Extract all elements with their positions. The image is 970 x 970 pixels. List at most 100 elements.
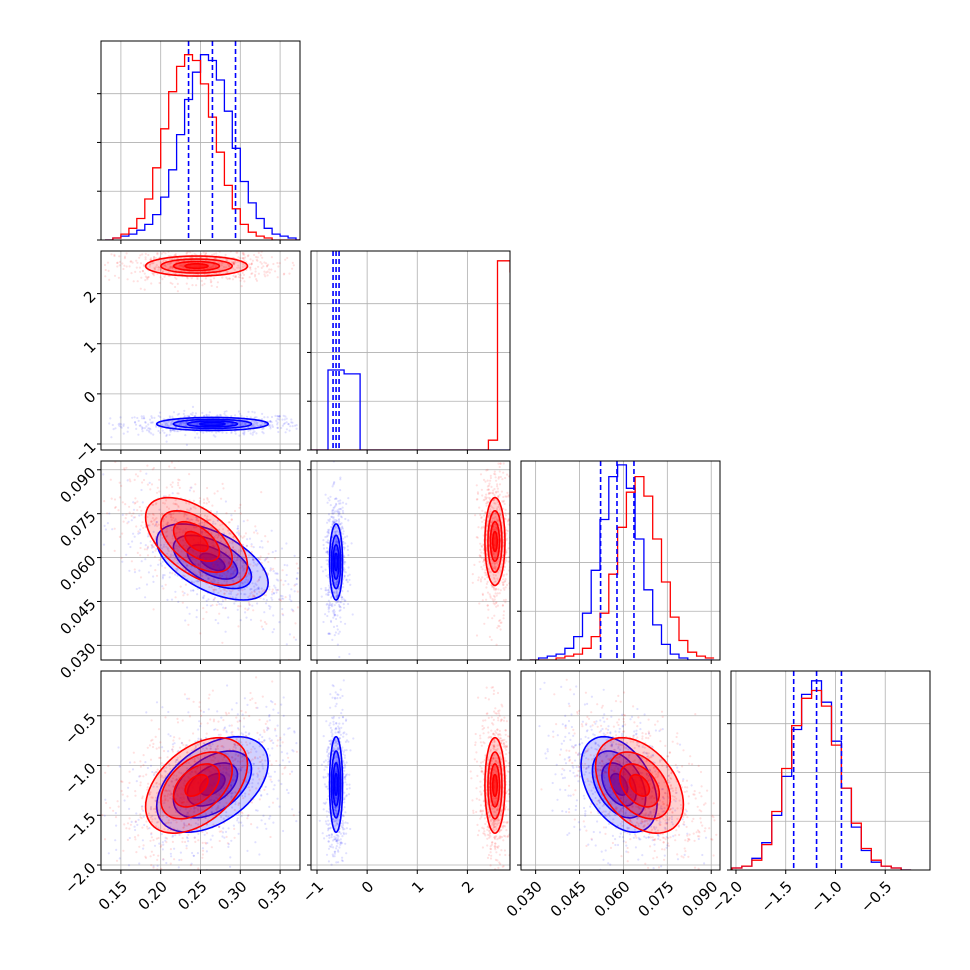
- sample-point: [336, 581, 339, 584]
- sample-point: [288, 633, 291, 636]
- sample-point: [243, 697, 246, 700]
- sample-point: [168, 266, 172, 269]
- sample-point: [192, 872, 194, 874]
- sample-point: [243, 253, 246, 256]
- sample-point: [480, 544, 483, 547]
- sample-point: [134, 828, 137, 832]
- sample-point: [286, 564, 289, 567]
- sample-point: [120, 789, 123, 793]
- contour-blue: [172, 534, 253, 590]
- sample-point: [335, 594, 338, 597]
- sample-point: [204, 813, 208, 816]
- sample-point: [332, 482, 336, 485]
- sample-point: [276, 421, 279, 424]
- sample-point: [227, 577, 230, 580]
- sample-point: [339, 606, 342, 609]
- sample-point: [507, 547, 510, 550]
- sample-point: [186, 593, 189, 596]
- sample-point: [281, 424, 284, 427]
- sample-point: [179, 243, 181, 245]
- sample-point: [161, 560, 164, 563]
- sample-point: [229, 574, 232, 577]
- sample-point: [113, 527, 116, 530]
- sample-point: [224, 606, 227, 610]
- sample-point: [242, 273, 246, 276]
- sample-point: [150, 833, 153, 836]
- sample-point: [492, 489, 495, 492]
- sample-point: [166, 821, 169, 824]
- sample-point: [480, 516, 483, 519]
- sample-point: [504, 495, 507, 498]
- sample-point: [333, 532, 336, 535]
- sample-point: [120, 556, 123, 560]
- sample-point: [231, 267, 235, 270]
- sample-point: [241, 277, 244, 280]
- sample-point: [148, 263, 151, 266]
- sample-point: [159, 431, 162, 434]
- sample-point: [213, 252, 216, 256]
- sample-point: [330, 525, 333, 529]
- sample-point: [208, 266, 211, 270]
- sample-point: [259, 733, 262, 737]
- sample-point: [151, 551, 154, 554]
- sample-point: [158, 478, 161, 481]
- sample-point: [140, 415, 143, 418]
- sample-point: [248, 537, 252, 540]
- sample-point: [207, 414, 211, 417]
- histogram-2: [529, 461, 715, 660]
- sample-point: [494, 512, 497, 515]
- sample-point: [192, 581, 196, 584]
- sample-point: [178, 858, 181, 862]
- sample-point: [257, 251, 260, 254]
- sample-point: [144, 421, 147, 424]
- sample-point: [234, 274, 237, 278]
- sample-point: [230, 590, 233, 594]
- sample-point: [282, 714, 285, 718]
- sample-point: [258, 853, 261, 856]
- sample-point: [234, 791, 237, 795]
- sample-point: [192, 490, 195, 493]
- sample-point: [268, 817, 271, 820]
- sample-point: [135, 259, 138, 262]
- sample-point: [240, 549, 243, 553]
- sample-point: [232, 545, 235, 549]
- sample-point: [178, 539, 182, 542]
- sample-point: [191, 549, 194, 552]
- sample-point: [106, 522, 109, 525]
- sample-point: [261, 430, 264, 434]
- contour-red: [172, 260, 221, 272]
- sample-point: [258, 745, 261, 748]
- sample-point: [282, 422, 285, 426]
- contour-red: [172, 520, 221, 563]
- sample-point: [170, 420, 173, 424]
- sample-point: [205, 413, 208, 416]
- sample-point: [236, 592, 239, 596]
- sample-point: [266, 540, 269, 543]
- sample-point: [326, 541, 330, 544]
- sample-point: [485, 493, 488, 496]
- sample-point: [151, 545, 154, 548]
- sample-point: [229, 785, 233, 788]
- sample-point: [199, 746, 202, 749]
- sample-point: [344, 622, 347, 625]
- sample-point: [489, 596, 492, 599]
- sample-point: [150, 282, 153, 285]
- sample-point: [224, 253, 227, 256]
- sample-point: [325, 551, 328, 554]
- sample-point: [492, 507, 495, 510]
- sample-point: [264, 759, 267, 762]
- sample-point: [338, 605, 341, 608]
- sample-point: [139, 528, 142, 531]
- sample-point: [152, 255, 156, 259]
- sample-point: [238, 572, 241, 575]
- sample-point: [149, 263, 152, 266]
- sample-point: [124, 517, 127, 520]
- sample-point: [274, 414, 277, 417]
- sample-point: [156, 486, 159, 489]
- sample-point: [312, 436, 314, 438]
- sample-point: [493, 528, 496, 531]
- sample-point: [489, 479, 492, 482]
- sample-point: [493, 566, 496, 569]
- sample-point: [209, 747, 212, 750]
- sample-point: [253, 588, 256, 591]
